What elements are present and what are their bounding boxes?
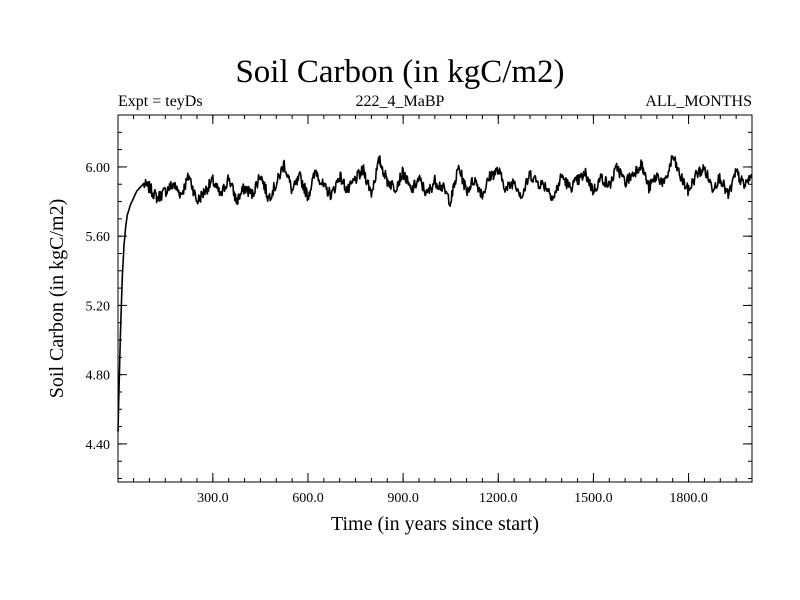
plot-frame	[117, 114, 753, 483]
x-tick-label: 1500.0	[574, 491, 613, 506]
period-label: 222_4_MaBP	[355, 93, 445, 110]
series-line-soil-carbon	[117, 155, 753, 432]
x-tick-label: 300.0	[197, 491, 229, 506]
y-axis-label: Soil Carbon (in kgC/m2)	[46, 199, 68, 398]
experiment-label: Expt = teyDs	[118, 93, 203, 110]
y-tick-label: 6.00	[86, 161, 111, 176]
y-tick-label: 4.80	[86, 369, 111, 384]
x-tick-label: 1800.0	[669, 491, 708, 506]
x-tick-label: 600.0	[292, 491, 324, 506]
x-tick-label: 900.0	[387, 491, 419, 506]
y-tick-label: 5.60	[86, 230, 111, 245]
y-tick-label: 4.40	[86, 438, 111, 453]
y-tick-label: 5.20	[86, 299, 111, 314]
x-axis-label: Time (in years since start)	[331, 513, 539, 535]
chart-title: Soil Carbon (in kgC/m2)	[235, 54, 565, 90]
months-label: ALL_MONTHS	[645, 93, 752, 110]
x-tick-label: 1200.0	[479, 491, 518, 506]
